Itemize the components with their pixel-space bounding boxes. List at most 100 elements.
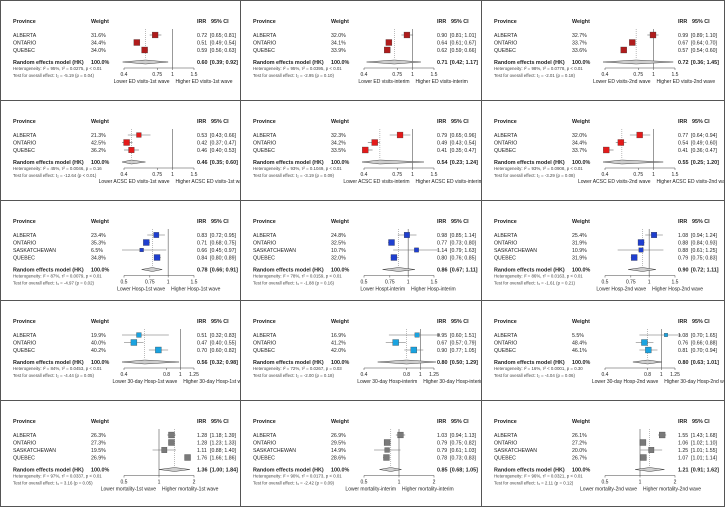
- x-tick-label: 0.75: [392, 172, 402, 178]
- study-ci: [0.68; 0.75]: [210, 241, 237, 247]
- header-ci: 95% CI: [211, 119, 229, 125]
- pooled-diamond: [602, 59, 674, 65]
- heterogeneity-text: Heterogeneity: I² = 98%, τ² = 0.0778, p …: [494, 66, 583, 71]
- study-weight: 24.8%: [331, 233, 346, 239]
- pooled-weight: 100.0%: [91, 360, 109, 366]
- pooled-label: Random effects model (HK): [494, 160, 565, 166]
- study-weight: 32.0%: [331, 256, 346, 262]
- heterogeneity-text: Heterogeneity: I² = 90%, τ² = 0.0173, p …: [253, 474, 342, 479]
- study-irr: 1.28: [197, 433, 207, 439]
- study-weight: 26.9%: [331, 433, 346, 439]
- x-tick-label: 1: [652, 72, 655, 78]
- x-tick-label: 0.75: [392, 72, 402, 78]
- x-tick-label: 1.5: [431, 72, 438, 78]
- heterogeneity-text: Heterogeneity: I² = 93%, τ² = 0.1049, p …: [253, 166, 342, 171]
- study-irr: 0.83: [197, 233, 207, 239]
- header-weight: Weight: [572, 119, 590, 125]
- study-province: ONTARIO: [13, 41, 36, 47]
- study-province: ONTARIO: [494, 241, 517, 247]
- x-tick-label: 1: [652, 172, 655, 178]
- header-province: Province: [13, 319, 36, 325]
- study-weight: 48.4%: [572, 341, 587, 347]
- study-irr: 0.54: [678, 141, 688, 147]
- study-province: QUEBEC: [253, 256, 275, 262]
- study-marker: [659, 431, 666, 439]
- study-province: ALBERTA: [494, 233, 518, 239]
- pooled-weight: 100.0%: [331, 268, 349, 274]
- study-province: QUEBEC: [494, 456, 516, 462]
- study-ci: [1.23; 1.33]: [210, 441, 237, 447]
- pooled-diamond: [158, 467, 190, 472]
- study-irr: 1.14: [437, 248, 447, 254]
- study-ci: [0.56; 0.63]: [210, 48, 237, 54]
- x-tick-label: 1.5: [672, 280, 679, 286]
- study-ci: [0.94; 1.24]: [691, 233, 718, 239]
- study-irr: 0.71: [197, 241, 207, 247]
- study-marker: [130, 339, 138, 346]
- x-tick-label: 1.5: [191, 172, 198, 178]
- study-marker: [388, 239, 395, 246]
- study-province: ONTARIO: [494, 141, 517, 147]
- study-marker: [637, 239, 645, 246]
- study-province: ONTARIO: [494, 341, 517, 347]
- study-weight: 6.5%: [91, 248, 103, 254]
- study-province: ALBERTA: [13, 133, 37, 139]
- header-irr: IRR: [678, 119, 687, 125]
- heterogeneity-text: Heterogeneity: I² = 16%, τ² < 0.0001, p …: [494, 366, 583, 371]
- study-province: QUEBEC: [13, 456, 35, 462]
- study-marker: [168, 439, 175, 446]
- study-weight: 34.2%: [331, 141, 346, 147]
- header-ci: 95% CI: [211, 219, 229, 225]
- study-marker: [645, 346, 652, 354]
- x-tick-label: 0.4: [602, 172, 609, 178]
- pooled-diamond: [635, 467, 665, 472]
- study-weight: 36.2%: [91, 148, 106, 154]
- pooled-irr: 0.90: [678, 268, 689, 274]
- study-weight: 19.5%: [91, 448, 106, 454]
- pooled-weight: 100.0%: [91, 60, 109, 66]
- pooled-label: Random effects model (HK): [13, 160, 84, 166]
- study-marker: [168, 431, 175, 439]
- study-weight: 33.7%: [572, 41, 587, 47]
- header-irr: IRR: [437, 219, 446, 225]
- study-weight: 34.1%: [331, 41, 346, 47]
- header-ci: 95% CI: [451, 219, 469, 225]
- study-ci: [1.18; 1.39]: [210, 433, 237, 439]
- pooled-diamond: [366, 59, 421, 65]
- x-label-lower: Lower Hosp-1st wave: [117, 287, 165, 293]
- x-label-lower: Lower ED visits-1st wave: [114, 79, 170, 85]
- pooled-ci: [0.39; 0.92]: [210, 60, 238, 66]
- pooled-irr: 0.72: [678, 60, 689, 66]
- study-province: QUEBEC: [253, 48, 275, 54]
- ci-arrow-icon: [679, 333, 681, 337]
- study-province: QUEBEC: [494, 48, 516, 54]
- x-label-higher: Higher 30-day Hosp-1st wave: [183, 379, 241, 385]
- study-ci: [0.54; 0.60]: [691, 48, 718, 54]
- forest-plot-panel: Province Weight IRR 95% CI ALBERTA 26.3% 1.28[…: [0, 400, 241, 507]
- x-tick-label: 1: [167, 280, 170, 286]
- pooled-irr: 1.36: [197, 468, 208, 474]
- x-tick-label: 0.5: [602, 280, 609, 286]
- study-marker: [383, 454, 390, 461]
- study-province: ONTARIO: [494, 41, 517, 47]
- study-irr: 1.11: [197, 448, 207, 454]
- study-province: SASKATCHEWAN: [13, 448, 56, 454]
- x-label-lower: Lower 30-day Hosp-1st wave: [113, 379, 178, 385]
- study-marker: [184, 454, 191, 461]
- study-ci: [0.75; 0.83]: [691, 256, 718, 262]
- study-irr: 0.51: [197, 333, 207, 339]
- study-ci: [0.60; 1.51]: [450, 333, 477, 339]
- x-label-lower: Lower mortality-2nd wave: [580, 487, 637, 493]
- pooled-label: Random effects model (HK): [13, 360, 84, 366]
- pooled-weight: 100.0%: [331, 160, 349, 166]
- study-marker: [629, 39, 636, 46]
- study-weight: 16.9%: [331, 333, 346, 339]
- pooled-weight: 100.0%: [572, 160, 590, 166]
- study-province: ALBERTA: [13, 33, 37, 39]
- header-irr: IRR: [678, 19, 687, 25]
- study-ci: [0.66; 0.88]: [691, 341, 718, 347]
- study-weight: 19.9%: [91, 333, 106, 339]
- heterogeneity-text: Heterogeneity: I² = 84%, τ² = 0.0453, p …: [13, 366, 102, 371]
- study-province: ONTARIO: [494, 441, 517, 447]
